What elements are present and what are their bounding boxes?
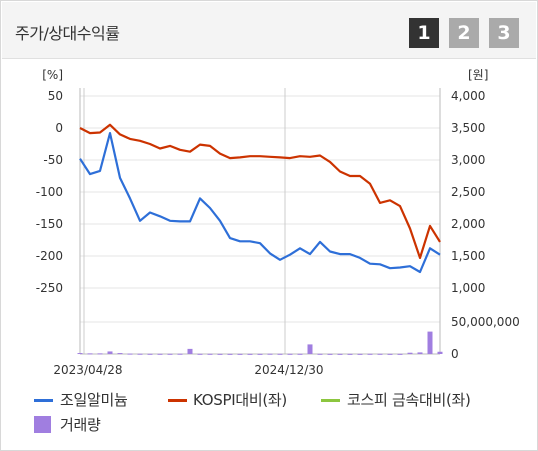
volume-bar xyxy=(427,331,433,354)
page-button-2[interactable]: 2 xyxy=(449,18,479,48)
volume-bar xyxy=(407,352,413,354)
volume-bar xyxy=(137,353,143,355)
volume-bar xyxy=(437,351,443,354)
series-line-stock xyxy=(79,132,441,274)
left-tick-label: -200 xyxy=(36,249,63,263)
volume-bar xyxy=(247,353,253,355)
series-line-kospi xyxy=(79,123,441,259)
volume-bar xyxy=(277,353,283,355)
right-tick-label: 3,500 xyxy=(451,121,485,135)
volume-bar xyxy=(237,353,243,355)
volume-bar xyxy=(267,353,273,355)
volume-bar xyxy=(217,353,223,355)
volume-bar xyxy=(127,353,133,355)
volume-bar xyxy=(367,353,373,355)
panel-header: 주가/상대수익률 1 2 3 xyxy=(2,2,536,59)
right-tick-label: 2,000 xyxy=(451,217,485,231)
volume-bar xyxy=(97,353,103,355)
page-button-3[interactable]: 3 xyxy=(489,18,519,48)
volume-bar xyxy=(387,353,393,355)
volume-bar xyxy=(307,344,313,354)
left-tick-label: 0 xyxy=(55,121,63,135)
volume-bar xyxy=(337,353,343,355)
left-tick-label: -250 xyxy=(36,281,63,295)
volume-bar xyxy=(177,353,183,355)
volume-bar xyxy=(397,353,403,355)
volume-bar xyxy=(117,353,123,355)
volume-bar xyxy=(327,353,333,355)
volume-bar xyxy=(107,351,113,354)
volume-bar xyxy=(377,353,383,355)
right-tick-label: 1,500 xyxy=(451,249,485,263)
volume-bar xyxy=(347,353,353,355)
right-tick-label: 3,000 xyxy=(451,153,485,167)
panel-title: 주가/상대수익률 xyxy=(15,24,120,43)
left-tick-label: -100 xyxy=(36,185,63,199)
right-tick-label: 1,000 xyxy=(451,281,485,295)
right-tick-label: 4,000 xyxy=(451,89,485,103)
volume-bar xyxy=(417,352,423,354)
volume-bar xyxy=(257,353,263,355)
left-tick-label: -50 xyxy=(43,153,63,167)
volume-bar xyxy=(157,353,163,355)
left-axis-unit: [%] xyxy=(42,68,63,82)
left-tick-label: 50 xyxy=(48,89,63,103)
volume-bar xyxy=(297,353,303,355)
volume-bar xyxy=(187,348,193,354)
right-axis-unit: [원] xyxy=(468,68,488,82)
volume-bar xyxy=(77,353,83,355)
volume-bar xyxy=(287,353,293,355)
volume-bar xyxy=(227,353,233,355)
volume-tick-label: 0 xyxy=(451,347,459,361)
x-tick-label: 2024/12/30 xyxy=(254,363,323,377)
volume-bar xyxy=(207,353,213,355)
volume-bar xyxy=(197,353,203,355)
volume-bar xyxy=(167,353,173,355)
right-tick-label: 2,500 xyxy=(451,185,485,199)
page-button-1[interactable]: 1 xyxy=(409,18,439,48)
volume-bar xyxy=(87,353,93,355)
left-tick-label: -150 xyxy=(36,217,63,231)
volume-bar xyxy=(317,353,323,355)
x-tick-label: 2023/04/28 xyxy=(53,363,122,377)
volume-tick-label: 50,000,000 xyxy=(451,315,520,329)
volume-bar xyxy=(147,353,153,355)
volume-bar xyxy=(357,353,363,355)
